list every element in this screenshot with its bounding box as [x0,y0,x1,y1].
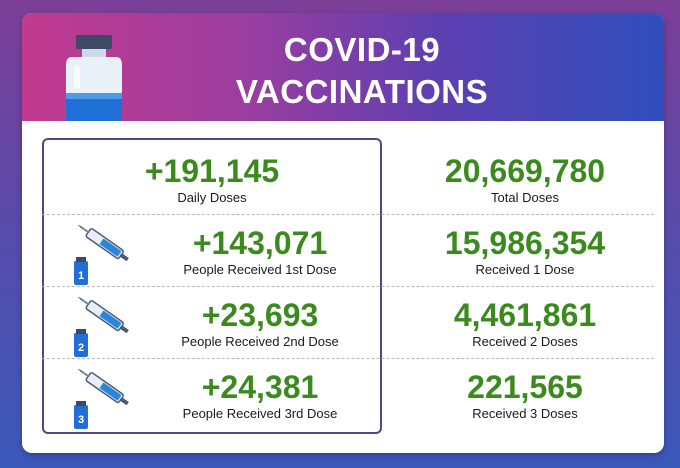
received-2-doses-stat: 4,461,861 Received 2 Doses [400,297,650,350]
received-1-dose-stat: 15,986,354 Received 1 Dose [400,225,650,278]
title-line-1: COVID-19 [283,31,441,68]
second-dose-daily-value: +23,693 [201,297,319,333]
total-doses-value: 20,669,780 [444,153,606,189]
vial-number-2: 2 [78,342,84,354]
third-dose-daily-label: People Received 3rd Dose [182,406,338,421]
received-3-doses-label: Received 3 Doses [472,406,578,421]
second-dose-daily-stat: +23,693 People Received 2nd Dose [150,297,370,350]
syringe-dose-3-icon: 3 [74,369,129,429]
third-dose-daily-stat: +24,381 People Received 3rd Dose [150,369,370,422]
row-divider [42,358,654,359]
syringe-dose-2-icon: 2 [74,297,129,357]
vial-number-1: 1 [78,270,84,282]
first-dose-daily-label: People Received 1st Dose [183,262,337,277]
syringe-dose-1-icon: 1 [74,225,129,285]
received-1-dose-label: Received 1 Dose [475,262,575,277]
header-banner: COVID-19 VACCINATIONS [22,13,664,121]
vial-number-3: 3 [78,414,84,426]
received-3-doses-stat: 221,565 Received 3 Doses [400,369,650,422]
first-dose-daily-stat: +143,071 People Received 1st Dose [150,225,370,278]
page-title: COVID-19 VACCINATIONS [172,29,552,113]
daily-doses-label: Daily Doses [177,190,247,205]
daily-doses-stat: +191,145 Daily Doses [62,153,362,206]
received-1-dose-value: 15,986,354 [444,225,606,261]
row-divider [42,286,654,287]
received-2-doses-label: Received 2 Doses [472,334,578,349]
second-dose-daily-label: People Received 2nd Dose [181,334,339,349]
daily-doses-value: +191,145 [144,153,280,189]
infographic-card: COVID-19 VACCINATIONS +191,145 Daily Dos… [22,13,664,453]
row-divider [42,214,654,215]
total-doses-label: Total Doses [491,190,559,205]
third-dose-daily-value: +24,381 [201,369,319,405]
received-3-doses-value: 221,565 [467,369,583,405]
title-line-2: VACCINATIONS [235,73,489,110]
received-2-doses-value: 4,461,861 [453,297,597,333]
total-doses-stat: 20,669,780 Total Doses [400,153,650,206]
first-dose-daily-value: +143,071 [192,225,328,261]
vaccine-bottle-icon [66,35,122,121]
